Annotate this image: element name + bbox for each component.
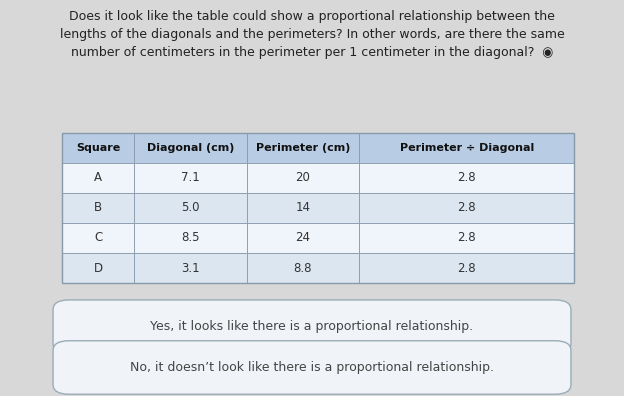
FancyBboxPatch shape [62, 163, 134, 193]
FancyBboxPatch shape [134, 223, 246, 253]
FancyBboxPatch shape [62, 223, 134, 253]
FancyBboxPatch shape [246, 253, 359, 283]
FancyBboxPatch shape [62, 133, 134, 163]
FancyBboxPatch shape [134, 193, 246, 223]
Text: 8.8: 8.8 [294, 262, 312, 274]
Text: 2.8: 2.8 [457, 232, 476, 244]
FancyBboxPatch shape [359, 253, 574, 283]
FancyBboxPatch shape [62, 253, 134, 283]
FancyBboxPatch shape [62, 193, 134, 223]
Text: 2.8: 2.8 [457, 171, 476, 184]
FancyBboxPatch shape [53, 300, 571, 353]
Text: 2.8: 2.8 [457, 202, 476, 214]
Text: 7.1: 7.1 [181, 171, 200, 184]
FancyBboxPatch shape [134, 163, 246, 193]
Text: Perimeter (cm): Perimeter (cm) [256, 143, 350, 153]
FancyBboxPatch shape [359, 193, 574, 223]
FancyBboxPatch shape [359, 133, 574, 163]
FancyBboxPatch shape [246, 223, 359, 253]
Text: 3.1: 3.1 [181, 262, 200, 274]
Text: Square: Square [76, 143, 120, 153]
FancyBboxPatch shape [246, 163, 359, 193]
FancyBboxPatch shape [53, 341, 571, 394]
Text: No, it doesn’t look like there is a proportional relationship.: No, it doesn’t look like there is a prop… [130, 361, 494, 374]
FancyBboxPatch shape [359, 163, 574, 193]
Text: 20: 20 [295, 171, 310, 184]
FancyBboxPatch shape [246, 193, 359, 223]
Text: 8.5: 8.5 [181, 232, 200, 244]
Text: A: A [94, 171, 102, 184]
Text: Yes, it looks like there is a proportional relationship.: Yes, it looks like there is a proportion… [150, 320, 474, 333]
FancyBboxPatch shape [134, 133, 246, 163]
Text: B: B [94, 202, 102, 214]
Text: 24: 24 [295, 232, 310, 244]
FancyBboxPatch shape [134, 253, 246, 283]
Text: Perimeter ÷ Diagonal: Perimeter ÷ Diagonal [399, 143, 534, 153]
Text: 2.8: 2.8 [457, 262, 476, 274]
Text: 14: 14 [295, 202, 310, 214]
Text: 5.0: 5.0 [181, 202, 200, 214]
Text: Does it look like the table could show a proportional relationship between the
l: Does it look like the table could show a… [60, 10, 564, 59]
Text: C: C [94, 232, 102, 244]
FancyBboxPatch shape [359, 223, 574, 253]
FancyBboxPatch shape [246, 133, 359, 163]
Text: D: D [94, 262, 103, 274]
Text: Diagonal (cm): Diagonal (cm) [147, 143, 234, 153]
